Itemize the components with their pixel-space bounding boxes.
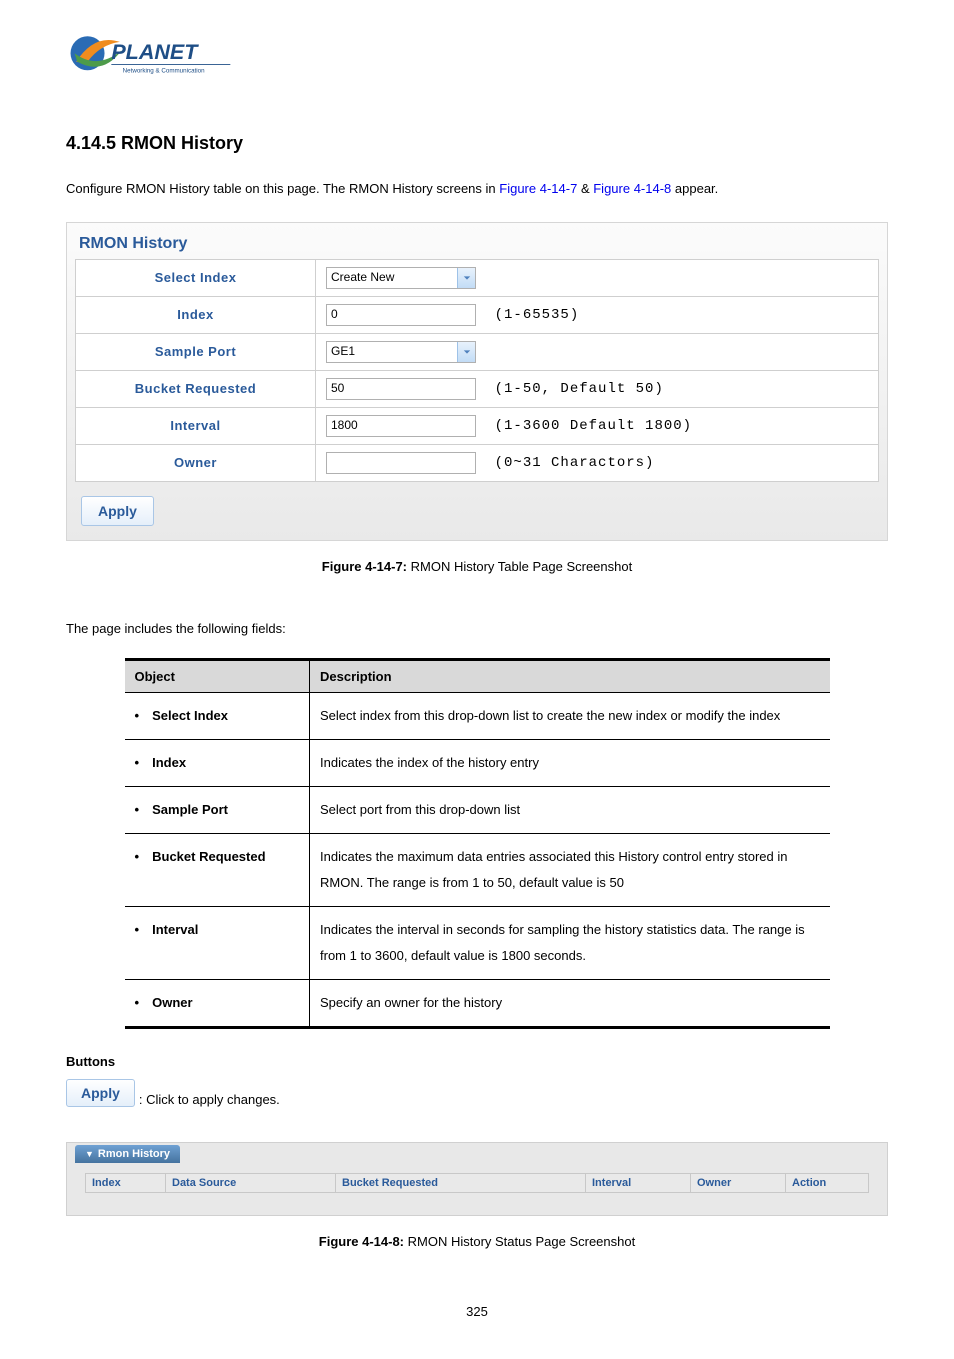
panel2-tab[interactable]: ▼ Rmon History — [75, 1145, 180, 1163]
label-owner: Owner — [76, 444, 316, 481]
desc-object-cell: • Owner — [125, 979, 310, 1027]
buttons-heading: Buttons — [66, 1054, 888, 1069]
status-col-bucket-requested: Bucket Requested — [336, 1173, 586, 1192]
label-select-index: Select Index — [76, 259, 316, 296]
intro-text-prefix: Configure RMON History table on this pag… — [66, 181, 499, 196]
desc-head-description: Description — [310, 659, 830, 692]
svg-text:PLANET: PLANET — [111, 40, 199, 64]
rmon-history-form-panel: RMON History Select Index Create New Ind… — [66, 222, 888, 541]
svg-text:Networking & Communication: Networking & Communication — [123, 68, 205, 75]
desc-description-cell: Indicates the interval in seconds for sa… — [310, 906, 830, 979]
desc-object-cell: • Interval — [125, 906, 310, 979]
field-description-table: Object Description • Select IndexSelect … — [125, 658, 830, 1029]
apply-button-desc: : Click to apply changes. — [139, 1092, 280, 1107]
section-heading: 4.14.5 RMON History — [66, 133, 888, 154]
apply-button-explainer: Apply : Click to apply changes. — [66, 1079, 888, 1107]
desc-object-cell: • Sample Port — [125, 786, 310, 833]
desc-description-cell: Specify an owner for the history — [310, 979, 830, 1027]
bucket-requested-input[interactable]: 50 — [326, 378, 476, 400]
label-sample-port: Sample Port — [76, 333, 316, 370]
caption1-text: RMON History Table Page Screenshot — [407, 559, 632, 574]
sample-port-dropdown[interactable]: GE1 — [326, 341, 476, 363]
panel2-tab-label: Rmon History — [98, 1148, 170, 1160]
desc-description-cell: Indicates the index of the history entry — [310, 739, 830, 786]
index-input[interactable]: 0 — [326, 304, 476, 326]
panel-title: RMON History — [75, 233, 879, 259]
desc-description-cell: Select port from this drop-down list — [310, 786, 830, 833]
chevron-down-icon — [457, 342, 475, 362]
interval-input[interactable]: 1800 — [326, 415, 476, 437]
sample-port-value: GE1 — [331, 344, 355, 358]
caption1-label: Figure 4-14-7: — [322, 559, 407, 574]
owner-hint: (0~31 Charactors) — [495, 455, 655, 471]
caption2-label: Figure 4-14-8: — [319, 1234, 404, 1249]
label-index: Index — [76, 296, 316, 333]
triangle-down-icon: ▼ — [85, 1149, 94, 1159]
figure-link-4-14-8[interactable]: Figure 4-14-8 — [593, 181, 671, 196]
desc-object-cell: • Bucket Requested — [125, 833, 310, 906]
apply-button[interactable]: Apply — [81, 496, 154, 526]
desc-description-cell: Indicates the maximum data entries assoc… — [310, 833, 830, 906]
label-interval: Interval — [76, 407, 316, 444]
status-col-data-source: Data Source — [166, 1173, 336, 1192]
chevron-down-icon — [457, 268, 475, 288]
status-col-index: Index — [86, 1173, 166, 1192]
index-hint: (1-65535) — [495, 307, 580, 323]
desc-head-object: Object — [125, 659, 310, 692]
owner-input[interactable] — [326, 452, 476, 474]
label-bucket-requested: Bucket Requested — [76, 370, 316, 407]
fields-intro: The page includes the following fields: — [66, 619, 888, 640]
interval-hint: (1-3600 Default 1800) — [495, 418, 692, 434]
intro-text-suffix: appear. — [675, 181, 718, 196]
select-index-dropdown[interactable]: Create New — [326, 267, 476, 289]
rmon-history-status-panel: ▼ Rmon History IndexData SourceBucket Req… — [66, 1142, 888, 1216]
caption2-text: RMON History Status Page Screenshot — [404, 1234, 635, 1249]
intro-paragraph: Configure RMON History table on this pag… — [66, 179, 888, 200]
status-col-action: Action — [786, 1173, 869, 1192]
planet-logo-svg: PLANET Networking & Communication — [66, 30, 236, 85]
desc-description-cell: Select index from this drop-down list to… — [310, 692, 830, 739]
intro-amp: & — [581, 181, 593, 196]
status-col-interval: Interval — [586, 1173, 691, 1192]
logo: PLANET Networking & Communication — [66, 30, 888, 88]
status-col-owner: Owner — [691, 1173, 786, 1192]
page-number: 325 — [66, 1304, 888, 1319]
status-table: IndexData SourceBucket RequestedInterval… — [85, 1173, 869, 1193]
bucket-hint: (1-50, Default 50) — [495, 381, 664, 397]
figure-4-14-8-caption: Figure 4-14-8: RMON History Status Page … — [66, 1234, 888, 1249]
select-index-value: Create New — [331, 270, 394, 284]
figure-4-14-7-caption: Figure 4-14-7: RMON History Table Page S… — [66, 559, 888, 574]
desc-object-cell: • Select Index — [125, 692, 310, 739]
figure-link-4-14-7[interactable]: Figure 4-14-7 — [499, 181, 577, 196]
apply-button-inline[interactable]: Apply — [66, 1079, 135, 1107]
form-table: Select Index Create New Index 0 (1-65535… — [75, 259, 879, 482]
desc-object-cell: • Index — [125, 739, 310, 786]
